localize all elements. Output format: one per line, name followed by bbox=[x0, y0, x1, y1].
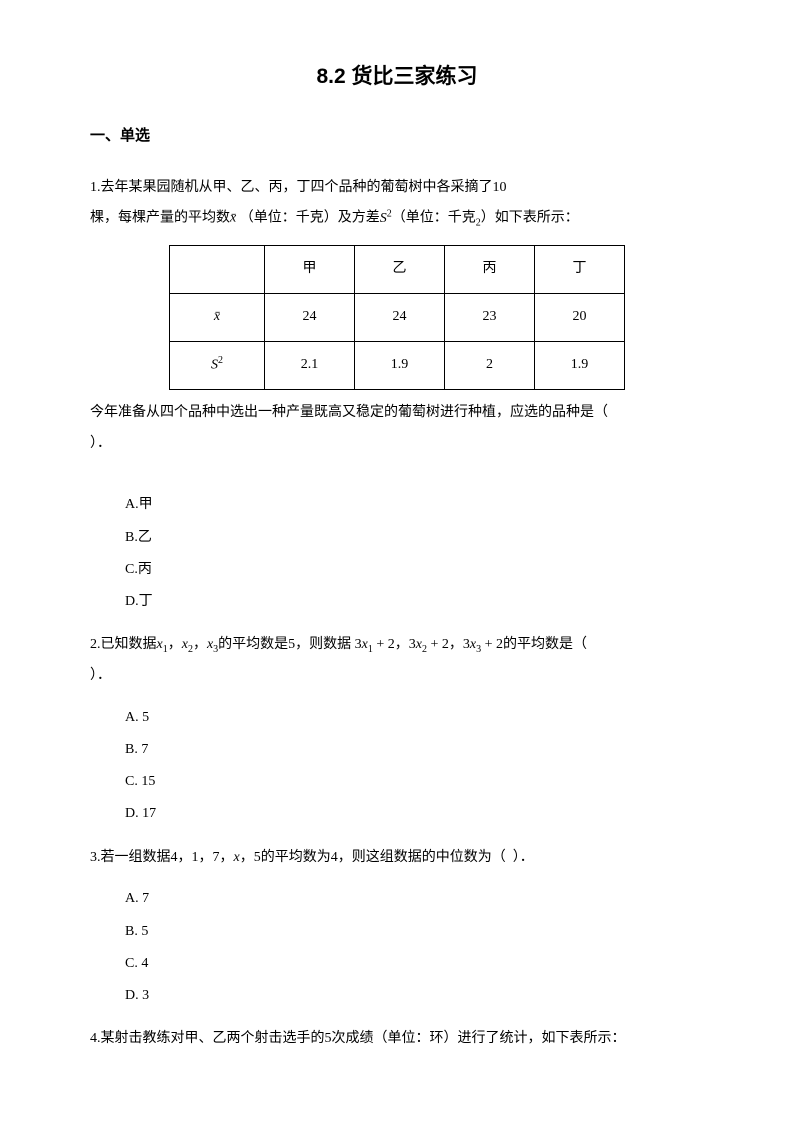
option-a: A.甲 bbox=[125, 489, 704, 521]
q2-options: A. 5 B. 7 C. 15 D. 17 bbox=[125, 702, 704, 831]
q1-table-wrap: 甲 乙 丙 丁 x̄ 24 24 23 20 S2 2.1 1.9 2 1.9 bbox=[90, 245, 704, 390]
q4-text: 4.某射击教练对甲、乙两个射击选手的5次成绩（单位：环）进行了统计，如下表所示： bbox=[90, 1024, 704, 1055]
table-row: S2 2.1 1.9 2 1.9 bbox=[170, 341, 625, 389]
section-header: 一、单选 bbox=[90, 124, 704, 148]
q2-b: 的平均数是5，则数据 bbox=[218, 637, 351, 652]
table-cell: 23 bbox=[445, 293, 535, 341]
q1-line1: 1.去年某果园随机从甲、乙、丙，丁四个品种的葡萄树中各采摘了10 bbox=[90, 173, 704, 204]
q1-text-b: （单位：千克）及方差 bbox=[240, 211, 380, 226]
table-cell: 20 bbox=[535, 293, 625, 341]
q2-x2: x2 bbox=[182, 637, 193, 652]
table-cell: S2 bbox=[170, 341, 265, 389]
q1-text-a: 棵，每棵产量的平均数 bbox=[90, 211, 230, 226]
option-c: C.丙 bbox=[125, 554, 704, 586]
q1-after1: 今年准备从四个品种中选出一种产量既高又稳定的葡萄树进行种植，应选的品种是（ bbox=[90, 398, 704, 429]
q3-options: A. 7 B. 5 C. 4 D. 3 bbox=[125, 883, 704, 1012]
q1-after2: ）． bbox=[90, 429, 704, 460]
q2-x3: x3 bbox=[207, 637, 218, 652]
q1-text-d: ）如下表所示： bbox=[481, 211, 579, 226]
page-title: 8.2 货比三家练习 bbox=[90, 60, 704, 94]
q1-line2: 棵，每棵产量的平均数x̄ （单位：千克）及方差S2（单位：千克2）如下表所示： bbox=[90, 203, 704, 234]
table-cell: 甲 bbox=[265, 245, 355, 293]
table-cell: 24 bbox=[265, 293, 355, 341]
table-header-row: 甲 乙 丙 丁 bbox=[170, 245, 625, 293]
option-d: D. 3 bbox=[125, 980, 704, 1012]
option-d: D.丁 bbox=[125, 586, 704, 618]
option-b: B. 5 bbox=[125, 916, 704, 948]
table-cell: 2 bbox=[445, 341, 535, 389]
xbar-symbol: x̄ bbox=[230, 211, 236, 226]
table-cell: 2.1 bbox=[265, 341, 355, 389]
q2-after: ）． bbox=[90, 661, 704, 692]
table-cell: 24 bbox=[355, 293, 445, 341]
table-cell: 乙 bbox=[355, 245, 445, 293]
xbar-symbol: x̄ bbox=[214, 309, 220, 324]
option-a: A. 7 bbox=[125, 883, 704, 915]
q3-text: 3.若一组数据4，1，7，x，5的平均数为4，则这组数据的中位数为（ ）． bbox=[90, 843, 704, 874]
question-3: 3.若一组数据4，1，7，x，5的平均数为4，则这组数据的中位数为（ ）． A.… bbox=[90, 843, 704, 1013]
q2-e3: 3x3 + 2 bbox=[463, 637, 503, 652]
option-d: D. 17 bbox=[125, 798, 704, 830]
q1-table: 甲 乙 丙 丁 x̄ 24 24 23 20 S2 2.1 1.9 2 1.9 bbox=[169, 245, 625, 390]
table-row: x̄ 24 24 23 20 bbox=[170, 293, 625, 341]
question-1: 1.去年某果园随机从甲、乙、丙，丁四个品种的葡萄树中各采摘了10 棵，每棵产量的… bbox=[90, 173, 704, 619]
question-2: 2.已知数据x1，x2，x3的平均数是5，则数据 3x1 + 2，3x2 + 2… bbox=[90, 630, 704, 830]
s2-symbol: S2 bbox=[380, 211, 392, 226]
q2-c: 的平均数是（ bbox=[503, 637, 587, 652]
option-b: B. 7 bbox=[125, 734, 704, 766]
table-cell: 1.9 bbox=[535, 341, 625, 389]
q1-options: A.甲 B.乙 C.丙 D.丁 bbox=[125, 489, 704, 618]
option-c: C. 4 bbox=[125, 948, 704, 980]
table-cell: 丙 bbox=[445, 245, 535, 293]
q2-text: 2.已知数据x1，x2，x3的平均数是5，则数据 3x1 + 2，3x2 + 2… bbox=[90, 630, 704, 661]
table-cell: 1.9 bbox=[355, 341, 445, 389]
q2-x1: x1 bbox=[157, 637, 168, 652]
table-cell: x̄ bbox=[170, 293, 265, 341]
q1-text-c: （单位：千克 bbox=[392, 211, 476, 226]
q2-a: 2.已知数据 bbox=[90, 637, 157, 652]
q2-e1: 3x1 + 2 bbox=[355, 637, 395, 652]
table-cell: 丁 bbox=[535, 245, 625, 293]
table-cell bbox=[170, 245, 265, 293]
q2-e2: 3x2 + 2 bbox=[409, 637, 449, 652]
option-c: C. 15 bbox=[125, 766, 704, 798]
option-b: B.乙 bbox=[125, 522, 704, 554]
question-4: 4.某射击教练对甲、乙两个射击选手的5次成绩（单位：环）进行了统计，如下表所示： bbox=[90, 1024, 704, 1055]
option-a: A. 5 bbox=[125, 702, 704, 734]
